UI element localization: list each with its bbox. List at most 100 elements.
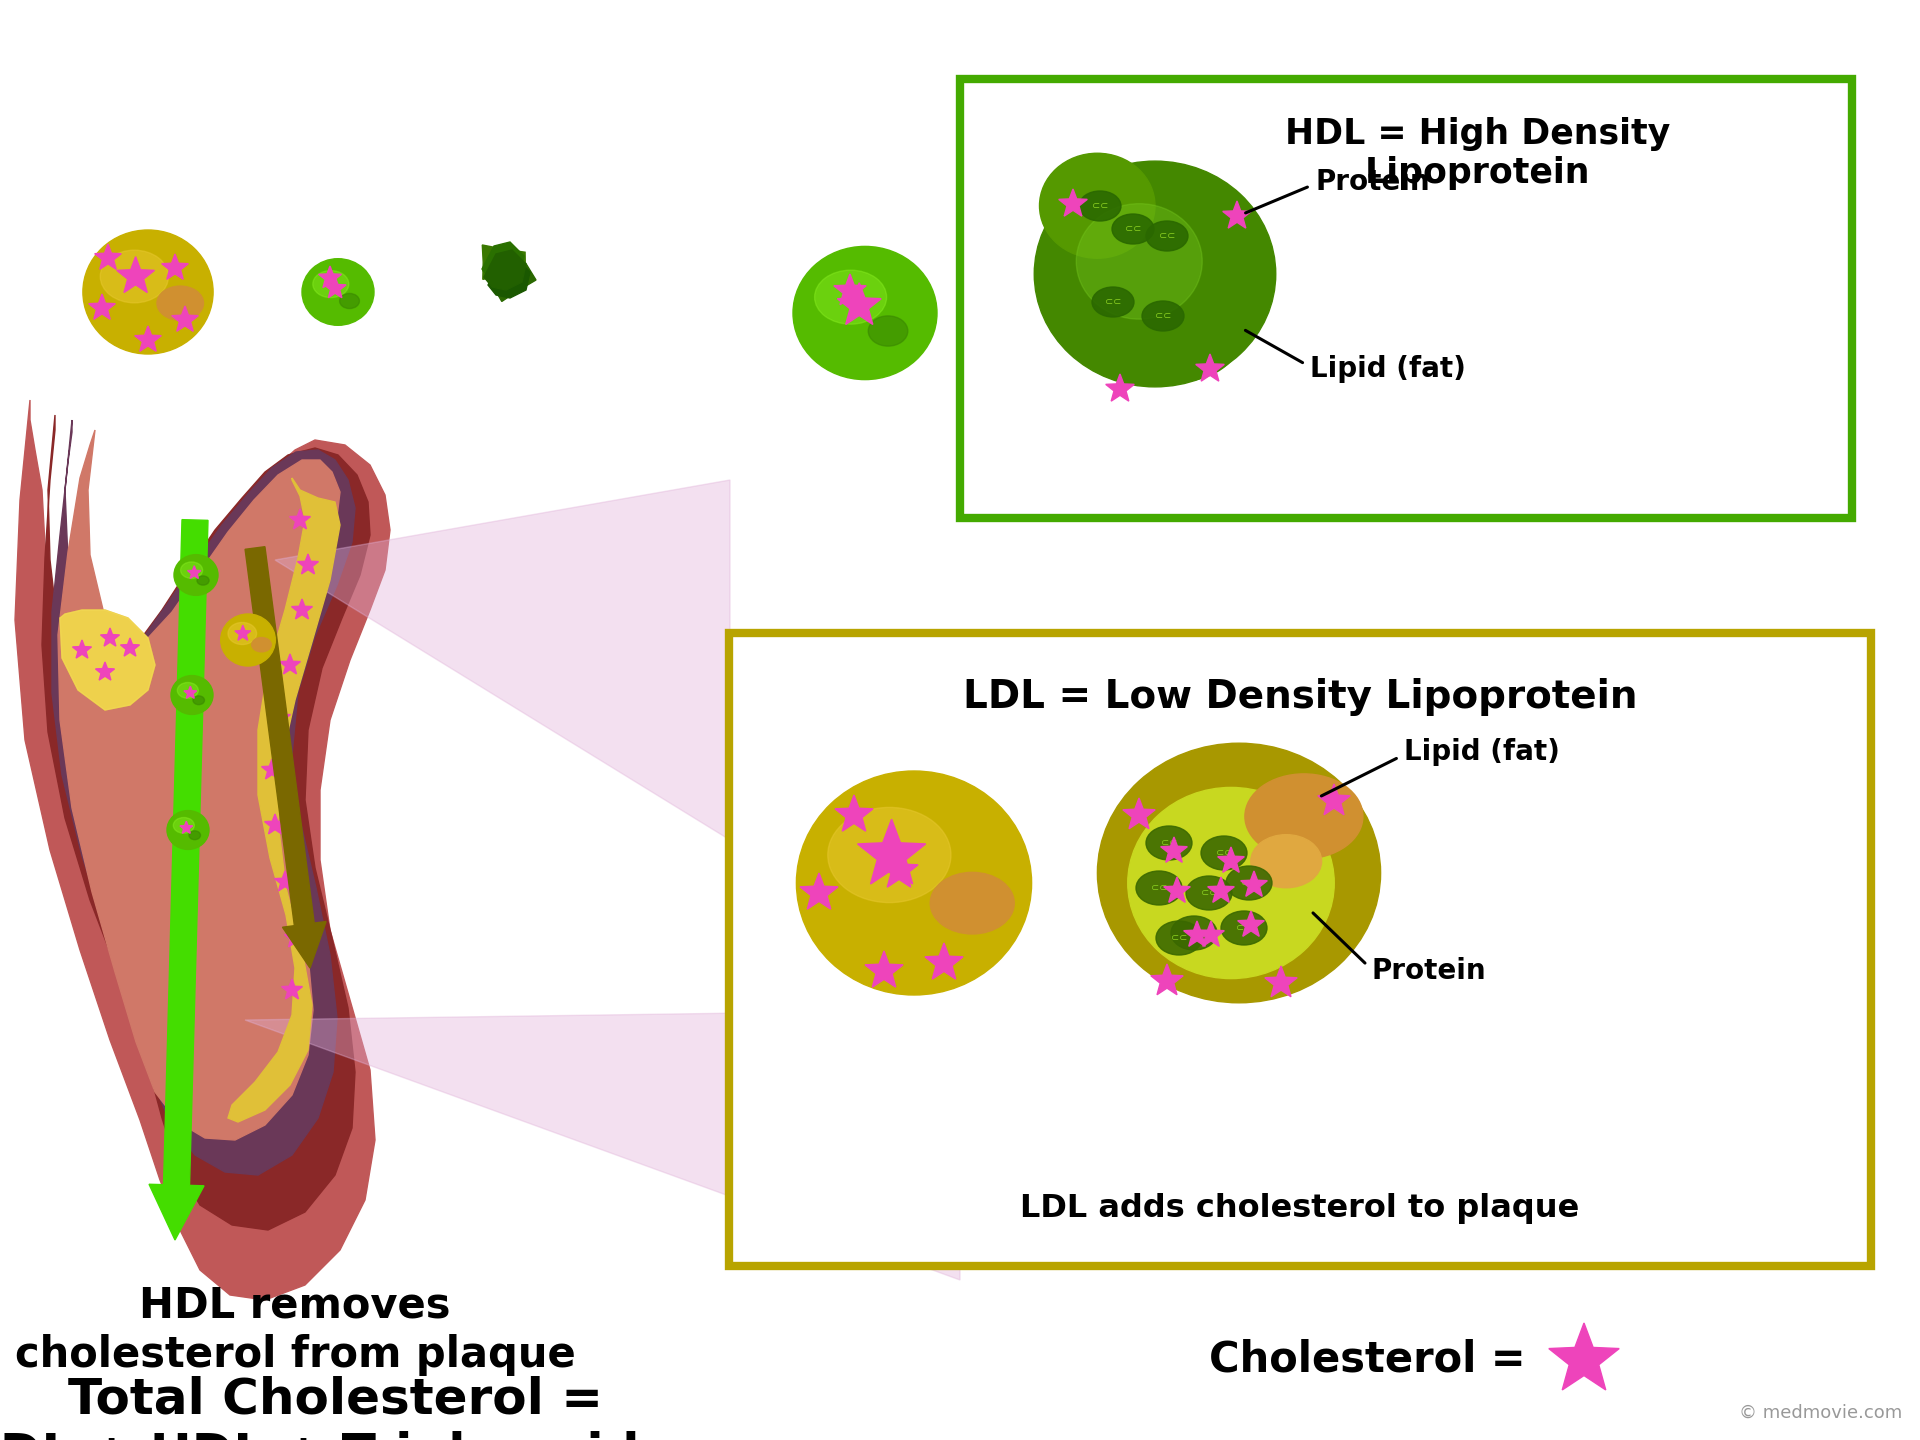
Ellipse shape	[1146, 827, 1192, 860]
FancyArrow shape	[246, 547, 326, 968]
Text: Total Cholesterol =
LDL + HDL + Triglycerides: Total Cholesterol = LDL + HDL + Triglyce…	[0, 1375, 703, 1440]
Polygon shape	[117, 256, 154, 292]
Ellipse shape	[1221, 912, 1267, 945]
Polygon shape	[228, 478, 340, 1122]
Ellipse shape	[1227, 865, 1271, 900]
Ellipse shape	[1250, 835, 1321, 887]
Ellipse shape	[173, 818, 194, 834]
Polygon shape	[1265, 966, 1298, 996]
Ellipse shape	[793, 246, 937, 380]
Ellipse shape	[215, 444, 248, 461]
Text: LDL = Low Density Lipoprotein: LDL = Low Density Lipoprotein	[962, 678, 1638, 716]
Polygon shape	[1223, 202, 1252, 228]
Polygon shape	[1208, 877, 1235, 903]
Text: ⊂⊂: ⊂⊂	[1150, 883, 1167, 893]
Ellipse shape	[167, 811, 209, 850]
FancyArrow shape	[150, 520, 207, 1240]
Ellipse shape	[1112, 215, 1154, 243]
Ellipse shape	[188, 831, 200, 840]
Polygon shape	[835, 795, 874, 831]
Polygon shape	[184, 687, 196, 698]
Polygon shape	[484, 251, 526, 289]
Polygon shape	[1240, 871, 1267, 896]
Ellipse shape	[1098, 743, 1380, 1002]
Polygon shape	[1123, 798, 1156, 829]
Text: ⊂⊂: ⊂⊂	[1215, 848, 1233, 858]
Ellipse shape	[198, 576, 209, 585]
Ellipse shape	[1142, 301, 1185, 331]
Ellipse shape	[177, 683, 198, 698]
Polygon shape	[188, 566, 202, 579]
Ellipse shape	[180, 562, 204, 579]
Polygon shape	[482, 262, 536, 301]
Polygon shape	[58, 431, 340, 1140]
Ellipse shape	[1137, 871, 1183, 904]
Polygon shape	[858, 819, 925, 884]
Polygon shape	[94, 243, 121, 269]
Text: ⊂⊂: ⊂⊂	[1240, 878, 1258, 888]
Polygon shape	[234, 625, 252, 641]
Text: © medmovie.com: © medmovie.com	[1740, 1404, 1903, 1423]
Polygon shape	[290, 508, 311, 528]
Text: ⊂⊂: ⊂⊂	[1104, 297, 1121, 307]
Polygon shape	[52, 420, 355, 1175]
Polygon shape	[833, 274, 866, 305]
Polygon shape	[319, 266, 342, 288]
Polygon shape	[879, 851, 918, 887]
Ellipse shape	[100, 251, 169, 302]
Ellipse shape	[1187, 876, 1233, 910]
Ellipse shape	[236, 455, 255, 465]
Ellipse shape	[1035, 161, 1275, 387]
Ellipse shape	[221, 446, 250, 461]
Ellipse shape	[1202, 837, 1246, 870]
Text: ⊂⊂: ⊂⊂	[1092, 202, 1108, 212]
Polygon shape	[292, 599, 313, 619]
Ellipse shape	[1092, 287, 1135, 317]
Polygon shape	[161, 253, 188, 279]
Ellipse shape	[175, 554, 219, 595]
Polygon shape	[121, 638, 140, 657]
Polygon shape	[180, 821, 192, 834]
Polygon shape	[1164, 877, 1190, 903]
Ellipse shape	[1171, 916, 1217, 950]
Text: ⊂⊂: ⊂⊂	[1162, 838, 1177, 848]
Ellipse shape	[1079, 192, 1121, 220]
Polygon shape	[261, 759, 282, 779]
Polygon shape	[837, 282, 881, 324]
Polygon shape	[1238, 912, 1263, 936]
Polygon shape	[1185, 922, 1210, 946]
Ellipse shape	[301, 259, 374, 325]
Polygon shape	[298, 554, 319, 575]
Ellipse shape	[1127, 788, 1334, 979]
Polygon shape	[1317, 783, 1350, 815]
Ellipse shape	[929, 873, 1014, 935]
Ellipse shape	[828, 808, 950, 903]
Polygon shape	[265, 814, 286, 834]
FancyBboxPatch shape	[960, 79, 1853, 518]
Polygon shape	[96, 662, 115, 680]
Text: ⊂⊂: ⊂⊂	[1236, 923, 1252, 933]
Text: ⊂⊂: ⊂⊂	[1171, 933, 1187, 943]
Polygon shape	[100, 628, 119, 647]
Ellipse shape	[1156, 922, 1202, 955]
Polygon shape	[482, 245, 526, 279]
Ellipse shape	[313, 271, 349, 298]
Polygon shape	[60, 611, 156, 710]
Ellipse shape	[868, 315, 908, 346]
Text: Protein: Protein	[1371, 958, 1486, 985]
Polygon shape	[88, 294, 115, 320]
Ellipse shape	[1117, 276, 1244, 382]
Polygon shape	[1549, 1323, 1619, 1390]
Polygon shape	[1150, 963, 1183, 995]
Polygon shape	[280, 654, 300, 674]
Text: ⊂⊂: ⊂⊂	[1160, 230, 1175, 240]
Polygon shape	[1217, 847, 1244, 873]
Polygon shape	[275, 871, 296, 891]
Ellipse shape	[1077, 203, 1202, 320]
Text: Cholesterol =: Cholesterol =	[1210, 1339, 1540, 1381]
FancyBboxPatch shape	[730, 634, 1870, 1266]
Ellipse shape	[83, 230, 213, 354]
Polygon shape	[1058, 189, 1087, 216]
Polygon shape	[801, 873, 837, 909]
Text: HDL removes
cholesterol from plaque: HDL removes cholesterol from plaque	[15, 1284, 576, 1375]
